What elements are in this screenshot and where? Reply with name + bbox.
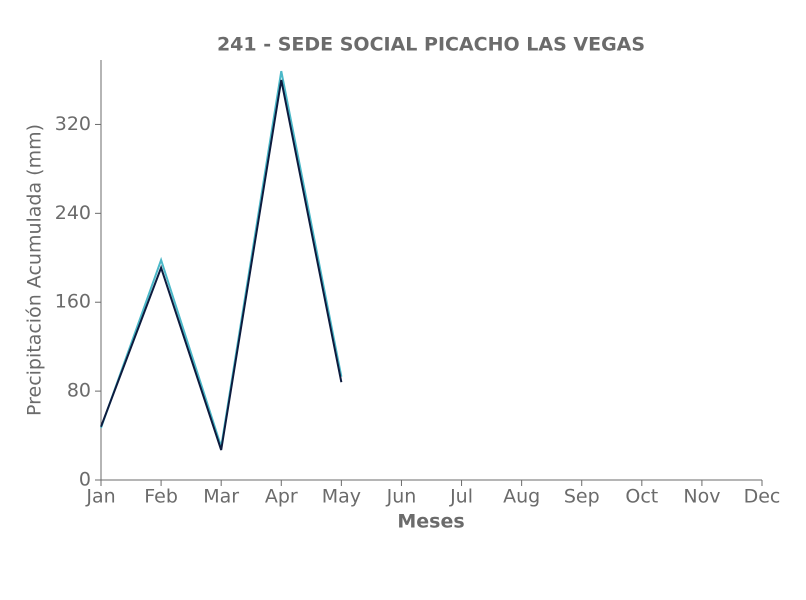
- x-tick-label: Apr: [265, 486, 298, 508]
- x-tick-label: Mar: [203, 486, 239, 508]
- x-tick-label: May: [322, 486, 361, 508]
- y-tick-label: 320: [55, 113, 91, 135]
- x-tick-label: Jan: [85, 486, 115, 508]
- y-axis-label: Precipitación Acumulada (mm): [24, 124, 46, 416]
- line-series: [100, 79, 343, 451]
- x-axis-label: Meses: [397, 511, 464, 533]
- x-tick-label: Dec: [744, 486, 781, 508]
- y-tick-label: 240: [55, 202, 91, 224]
- y-tick-label: 160: [55, 291, 91, 313]
- x-tick-label: Feb: [144, 486, 178, 508]
- x-tick-label: Sep: [564, 486, 600, 508]
- x-tick-label: Oct: [625, 486, 658, 508]
- x-tick-label: Jun: [386, 486, 417, 508]
- x-tick-label: Aug: [503, 486, 540, 508]
- x-tick-label: Jul: [449, 486, 473, 508]
- y-tick-label: 0: [79, 469, 91, 491]
- line-series: [100, 70, 343, 447]
- x-tick-label: Nov: [683, 486, 720, 508]
- chart-title: 241 - SEDE SOCIAL PICACHO LAS VEGAS: [217, 34, 645, 56]
- y-tick-label: 80: [67, 380, 91, 402]
